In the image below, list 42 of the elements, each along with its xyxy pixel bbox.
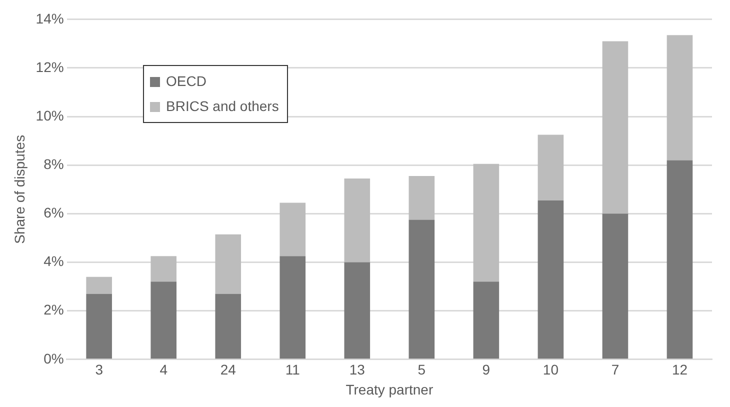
bar xyxy=(280,202,306,256)
bar xyxy=(86,294,112,359)
bar xyxy=(602,41,628,214)
bar xyxy=(408,176,435,220)
y-tick-label: 0% xyxy=(44,350,64,366)
y-tick-label: 6% xyxy=(44,204,64,221)
bar xyxy=(408,220,435,359)
x-tick-label: 10 xyxy=(542,362,559,378)
x-tick-label: 11 xyxy=(285,362,300,378)
x-tick-label: 13 xyxy=(349,362,366,378)
bar xyxy=(150,256,176,282)
bar xyxy=(666,160,693,359)
x-tick-label: 24 xyxy=(220,362,236,378)
x-tick-label: 12 xyxy=(672,362,688,378)
x-tick-label: 9 xyxy=(482,362,490,378)
legend-label: OECD xyxy=(166,72,206,91)
bar xyxy=(280,256,306,359)
bar xyxy=(215,234,242,294)
y-tick-label: 12% xyxy=(36,58,64,75)
bar xyxy=(344,178,370,262)
y-axis-title: Share of disputes xyxy=(11,134,28,244)
y-tick-label: 4% xyxy=(44,253,64,270)
bar xyxy=(344,262,370,359)
bar xyxy=(538,200,564,359)
x-axis-title: Treaty partner xyxy=(346,381,434,398)
y-tick-label: 2% xyxy=(44,302,64,318)
bar xyxy=(666,35,693,160)
y-tick-label: 14% xyxy=(36,10,64,26)
legend-label: BRICS and others xyxy=(166,97,279,116)
bar xyxy=(215,294,242,359)
bar xyxy=(538,134,564,200)
x-tick-label: 4 xyxy=(160,362,168,378)
x-tick-label: 3 xyxy=(95,362,104,378)
bar xyxy=(150,282,176,359)
x-tick-label: 5 xyxy=(418,362,426,378)
bar xyxy=(473,282,500,359)
bar xyxy=(86,276,112,294)
y-tick-label: 8% xyxy=(44,156,64,172)
y-tick-label: 10% xyxy=(36,107,64,124)
bar xyxy=(473,164,500,282)
x-tick-label: 7 xyxy=(611,362,620,378)
bar xyxy=(602,214,628,359)
